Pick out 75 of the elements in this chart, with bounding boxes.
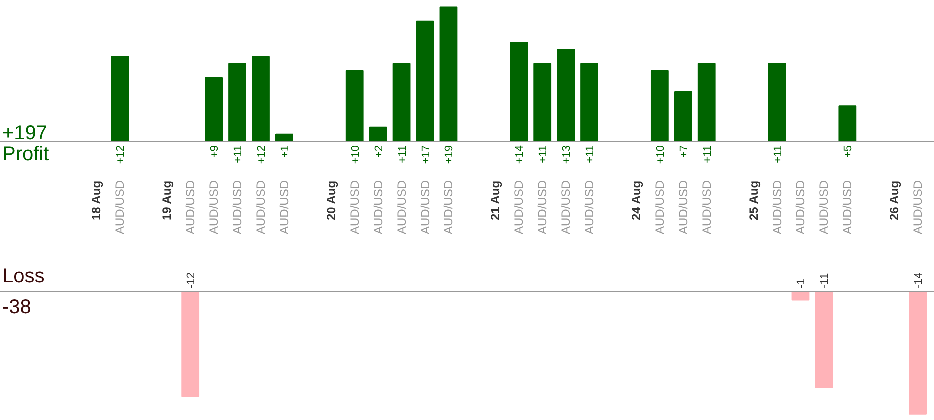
- bar: [580, 63, 598, 142]
- text: +197: [2, 122, 48, 144]
- y-axis-title: Profit: [2, 144, 50, 166]
- data-label: +5: [842, 145, 855, 158]
- bar: [111, 56, 130, 142]
- bar: [205, 77, 223, 142]
- data-label: +11: [232, 146, 245, 164]
- x-tick-label: AUD/USD: [840, 180, 855, 235]
- x-tick-label: 24 Aug: [629, 180, 644, 221]
- x-tick-label: AUD/USD: [911, 180, 926, 235]
- data-label: -11: [819, 273, 832, 288]
- x-tick-label: 26 Aug: [888, 180, 902, 221]
- data-label: +10: [654, 145, 667, 164]
- data-label: +9: [209, 145, 222, 158]
- data-label: -12: [186, 272, 198, 288]
- bar: [674, 92, 692, 142]
- bar: [440, 6, 458, 142]
- data-label: +12: [256, 145, 268, 164]
- bar: [534, 63, 552, 142]
- x-tick-label: AUD/USD: [207, 180, 222, 235]
- bar: [698, 63, 716, 142]
- x-tick-label: 19 Aug: [160, 180, 174, 221]
- x-tick-label: AUD/USD: [348, 180, 362, 235]
- x-tick-label: AUD/USD: [794, 180, 808, 235]
- x-tick-label: 18 Aug: [90, 180, 104, 221]
- x-tick-label: 20 Aug: [324, 180, 338, 221]
- x-tick-label: AUD/USD: [371, 180, 386, 235]
- x-tick-label: AUD/USD: [652, 180, 667, 235]
- data-label: +11: [584, 146, 597, 164]
- data-label: +17: [420, 145, 432, 164]
- bar: [768, 63, 786, 142]
- x-tick-label: AUD/USD: [700, 180, 714, 235]
- data-label: +2: [373, 145, 386, 158]
- data-label: +19: [444, 145, 456, 164]
- bar: [228, 63, 246, 142]
- x-tick-label: 25 Aug: [746, 180, 761, 221]
- data-label: +11: [538, 146, 550, 164]
- x-tick-label: AUD/USD: [394, 180, 409, 235]
- bar: [252, 56, 270, 142]
- bar: [510, 42, 528, 142]
- x-tick-label: AUD/USD: [559, 180, 574, 235]
- data-label: +10: [350, 145, 362, 164]
- x-tick-label: AUD/USD: [817, 180, 832, 235]
- data-label: +12: [115, 145, 128, 164]
- bar: [416, 20, 434, 142]
- y-axis-title: Loss: [2, 266, 45, 288]
- x-tick-label: AUD/USD: [770, 180, 784, 235]
- x-tick-label: AUD/USD: [184, 180, 198, 235]
- data-label: -14: [913, 272, 926, 288]
- bar: [369, 126, 388, 142]
- bar: [650, 70, 669, 142]
- x-tick-label: AUD/USD: [442, 180, 456, 235]
- data-label: +14: [514, 145, 526, 164]
- data-label: +1: [279, 145, 292, 158]
- data-label: -1: [796, 278, 808, 288]
- bar: [557, 49, 576, 142]
- x-tick-label: AUD/USD: [277, 180, 292, 235]
- x-tick-label: AUD/USD: [418, 180, 432, 235]
- x-tick-label: AUD/USD: [536, 180, 550, 235]
- bar: [838, 106, 857, 142]
- data-label: +11: [396, 146, 409, 164]
- x-tick-label: AUD/USD: [113, 180, 128, 235]
- text: -38: [2, 296, 32, 318]
- data-label: +7: [678, 145, 690, 158]
- bar: [392, 63, 411, 142]
- data-label: +11: [702, 146, 714, 164]
- x-tick-label: AUD/USD: [512, 180, 526, 235]
- x-tick-label: 21 Aug: [488, 180, 503, 221]
- bar: [346, 70, 364, 142]
- x-tick-label: AUD/USD: [676, 180, 690, 235]
- data-label: +13: [561, 145, 574, 164]
- data-label: +11: [772, 146, 784, 164]
- x-tick-label: AUD/USD: [254, 180, 268, 235]
- x-tick-label: AUD/USD: [582, 180, 597, 235]
- x-tick-label: AUD/USD: [230, 180, 245, 235]
